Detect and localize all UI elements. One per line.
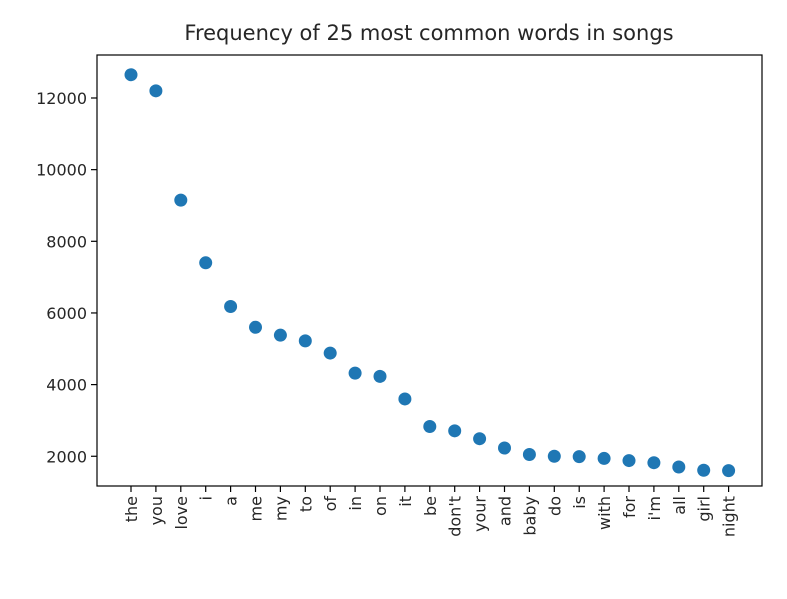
x-tick-label: for: [620, 496, 639, 518]
x-axis: the you love i a me my to of in on it be don't your and…: [122, 486, 739, 537]
x-tick-label: and: [496, 496, 515, 526]
x-tick-label: be: [421, 496, 440, 516]
data-point: [597, 451, 611, 465]
data-point: [124, 68, 138, 82]
data-point: [423, 420, 437, 434]
data-point: [199, 256, 213, 270]
x-tick-label: baby: [520, 496, 539, 536]
data-point: [448, 424, 462, 438]
y-tick-label: 4000: [46, 376, 87, 395]
data-point: [224, 300, 238, 314]
data-point: [672, 460, 686, 474]
data-point: [697, 463, 711, 477]
x-tick-label: you: [147, 496, 166, 525]
x-tick-label: love: [172, 496, 191, 530]
x-tick-label: do: [545, 496, 564, 516]
y-tick-label: 10000: [36, 161, 87, 180]
chart-title: Frequency of 25 most common words in son…: [184, 21, 673, 45]
x-tick-label: i'm: [645, 496, 664, 520]
data-point: [547, 449, 561, 463]
y-tick-label: 2000: [46, 447, 87, 466]
y-tick-label: 12000: [36, 89, 87, 108]
x-tick-label: i: [197, 496, 216, 500]
y-axis: 2000 4000 6000 8000 10000 12000: [36, 89, 97, 466]
data-point: [398, 392, 412, 406]
data-points: [124, 68, 736, 478]
x-tick-label: my: [271, 496, 290, 521]
data-point: [522, 447, 536, 461]
data-point: [298, 334, 312, 348]
data-point: [373, 369, 387, 383]
y-tick-label: 6000: [46, 304, 87, 323]
x-tick-label: on: [371, 496, 390, 516]
data-point: [722, 464, 736, 478]
x-tick-label: to: [296, 496, 315, 512]
x-tick-label: is: [570, 496, 589, 509]
data-point: [174, 193, 188, 207]
x-tick-label: in: [346, 496, 365, 511]
x-tick-label: a: [222, 496, 241, 506]
x-tick-label: girl: [695, 496, 714, 522]
data-point: [249, 320, 262, 334]
x-tick-label: it: [396, 496, 415, 507]
data-point: [647, 456, 661, 470]
y-tick-label: 8000: [46, 232, 87, 251]
data-point: [348, 366, 362, 380]
x-tick-label: the: [122, 496, 141, 522]
data-point: [622, 454, 636, 468]
x-tick-label: with: [595, 496, 614, 530]
x-tick-label: don't: [446, 496, 465, 537]
data-point: [473, 432, 487, 446]
x-tick-label: of: [321, 496, 340, 512]
data-point: [572, 450, 586, 464]
data-point: [273, 328, 287, 342]
x-tick-label: night: [720, 496, 739, 537]
x-tick-label: me: [247, 496, 266, 521]
data-point: [323, 346, 337, 360]
data-point: [149, 84, 163, 98]
x-tick-label: all: [670, 496, 689, 515]
x-tick-label: your: [471, 496, 490, 532]
data-point: [498, 441, 511, 455]
